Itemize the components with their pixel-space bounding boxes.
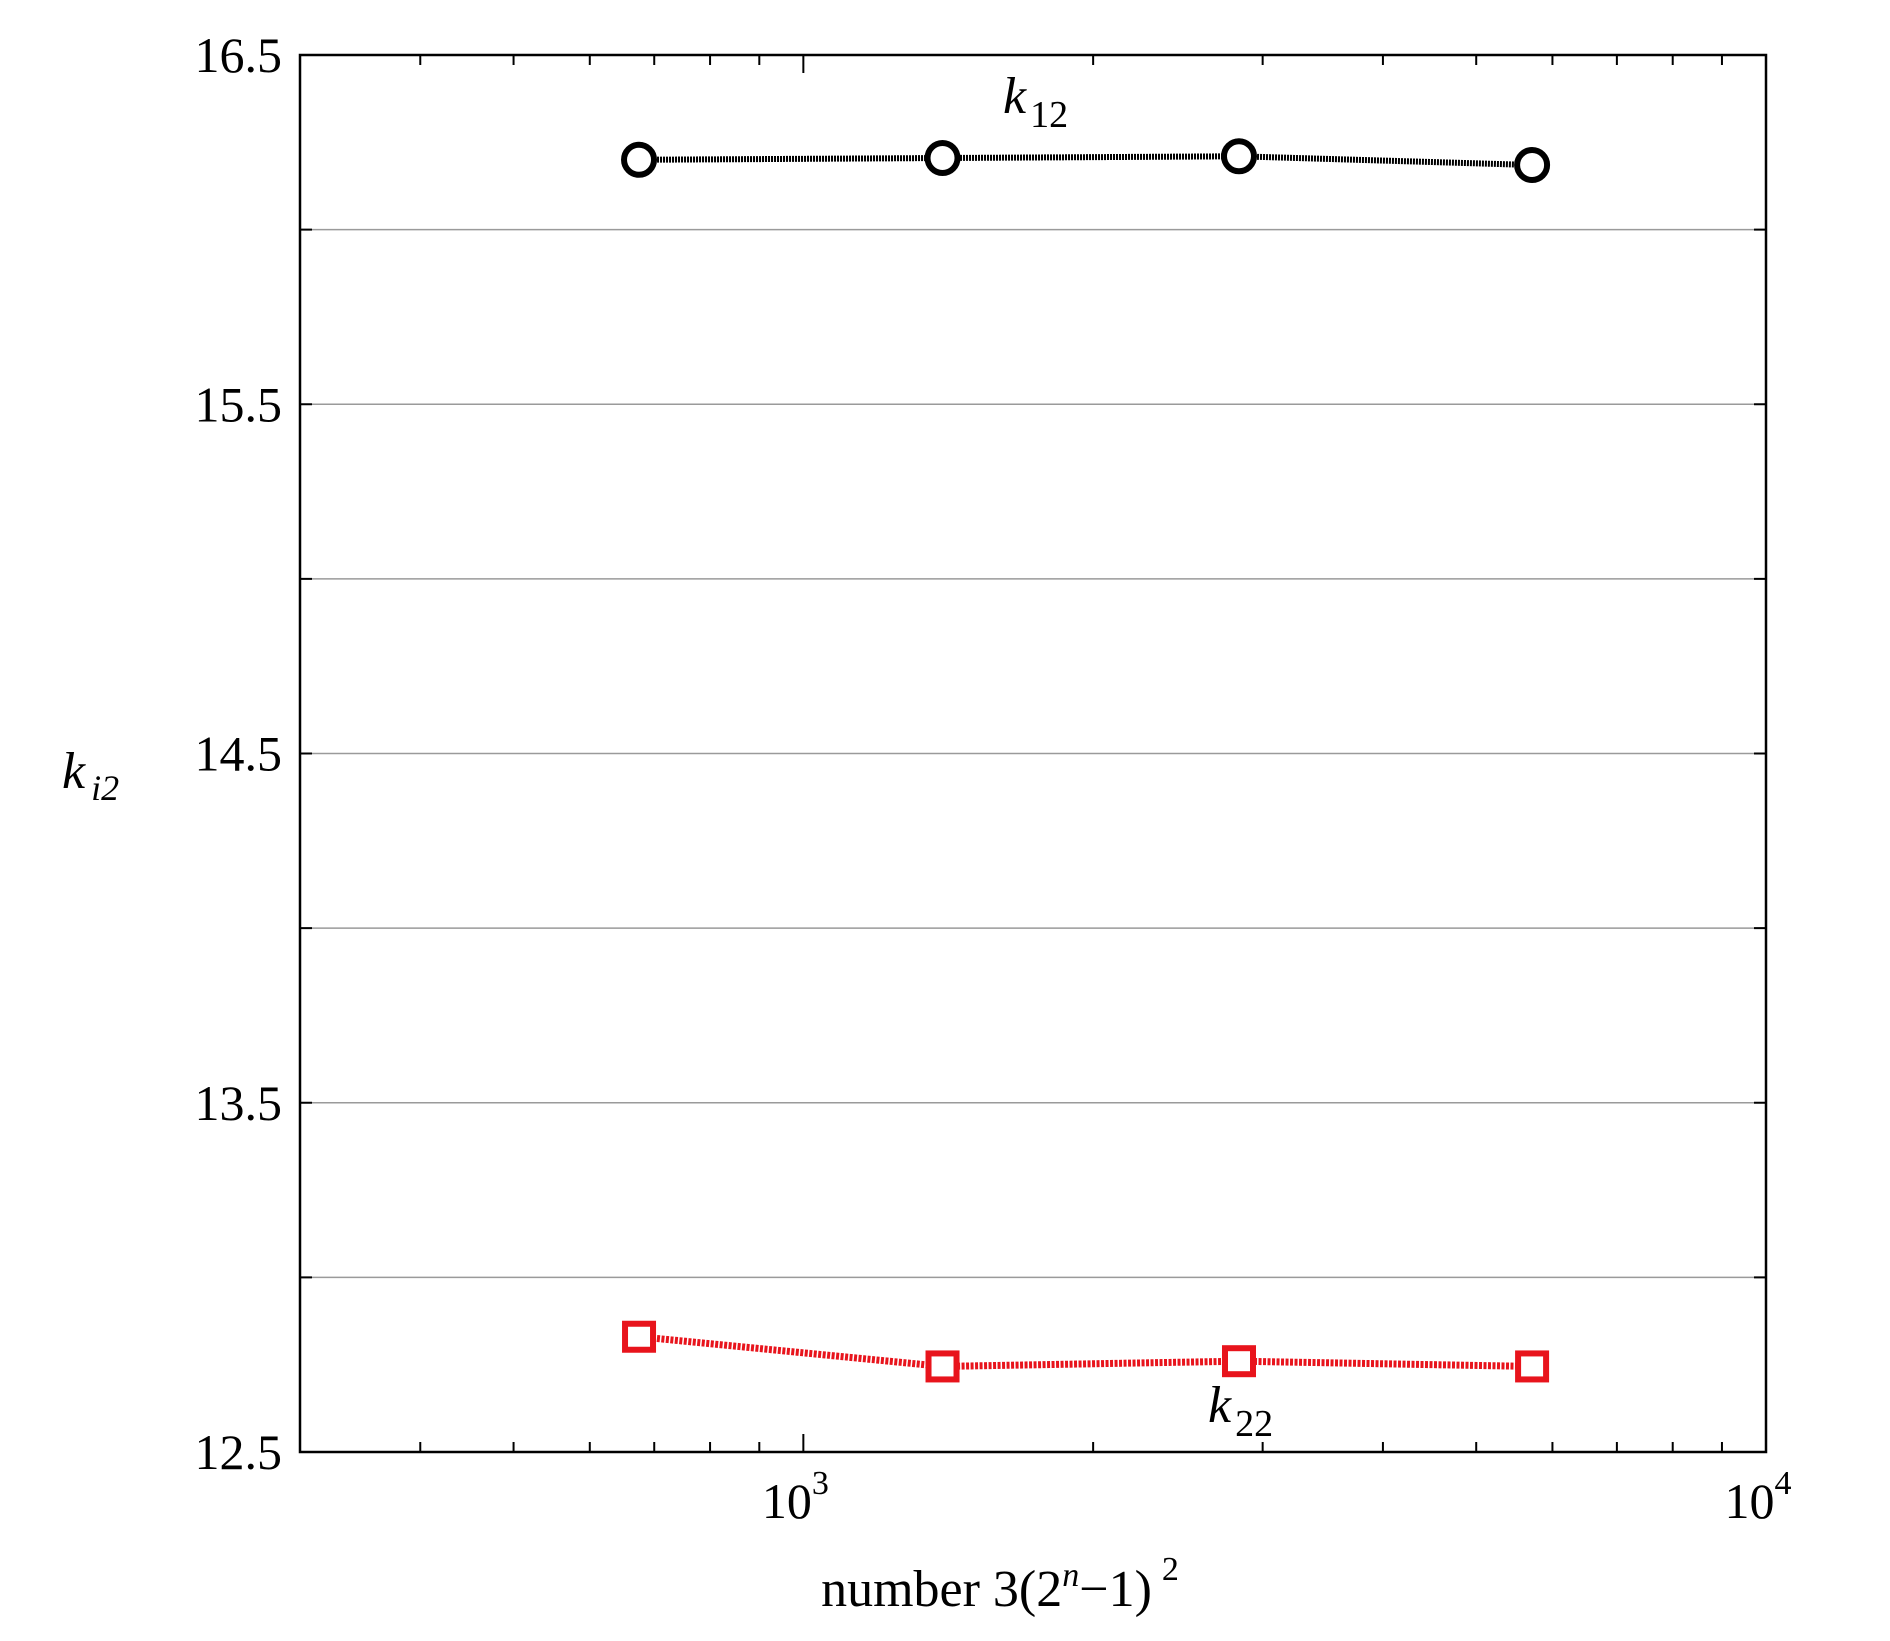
series-markers	[621, 138, 1551, 1383]
x-tick-label-base: 10	[762, 1473, 812, 1529]
y-axis-label: k i2	[62, 743, 119, 808]
data-point-circle	[621, 141, 658, 178]
data-point-circle	[924, 140, 961, 177]
axis-ticks	[299, 54, 1767, 1453]
data-point-circle	[1220, 138, 1257, 175]
x-tick-label-exponent: 3	[812, 1465, 829, 1502]
data-point-square	[925, 1350, 960, 1383]
series-label-k12-subscript: 12	[1030, 94, 1068, 136]
data-point-circle	[1514, 147, 1551, 184]
series-label-k22-base: k	[1208, 1377, 1232, 1434]
x-tick-label-exponent: 4	[1775, 1465, 1792, 1502]
series-lines	[638, 153, 1533, 1370]
y-tick-label: 14.5	[195, 726, 283, 782]
x-axis-label-middle: −1)	[1079, 1561, 1152, 1618]
y-tick-label: 15.5	[195, 376, 283, 432]
series-line	[638, 1333, 1533, 1370]
x-axis-label-prefix: number 3(2	[821, 1561, 1062, 1618]
series-line	[639, 153, 1533, 169]
data-point-square	[622, 1320, 657, 1353]
y-tick-labels: 12.5 13.5 14.5 15.5 16.5	[195, 27, 283, 1480]
y-tick-label: 12.5	[195, 1424, 283, 1480]
series-label-k12-base: k	[1003, 68, 1027, 125]
x-axis-label-exponent-var: n	[1062, 1557, 1079, 1594]
data-point-square	[1221, 1345, 1256, 1378]
y-tick-label: 16.5	[195, 27, 283, 83]
grid-lines	[300, 228, 1766, 1279]
series-label-k12: k 12	[1003, 68, 1068, 136]
x-tick-labels: 103 104	[762, 1465, 1792, 1529]
data-point-square	[1515, 1350, 1550, 1383]
y-axis-label-subscript: i2	[91, 768, 119, 808]
x-axis-label: number 3(2n−1) 2	[821, 1551, 1179, 1618]
series-label-k22: k 22	[1208, 1377, 1273, 1445]
x-tick-label: 104	[1725, 1465, 1792, 1529]
series-label-k22-subscript: 22	[1235, 1403, 1273, 1445]
x-axis-label-exponent: 2	[1162, 1551, 1179, 1588]
x-tick-label-base: 10	[1725, 1473, 1775, 1529]
y-tick-label: 13.5	[195, 1075, 283, 1131]
x-tick-label: 103	[762, 1465, 829, 1529]
y-axis-label-base: k	[62, 743, 86, 800]
